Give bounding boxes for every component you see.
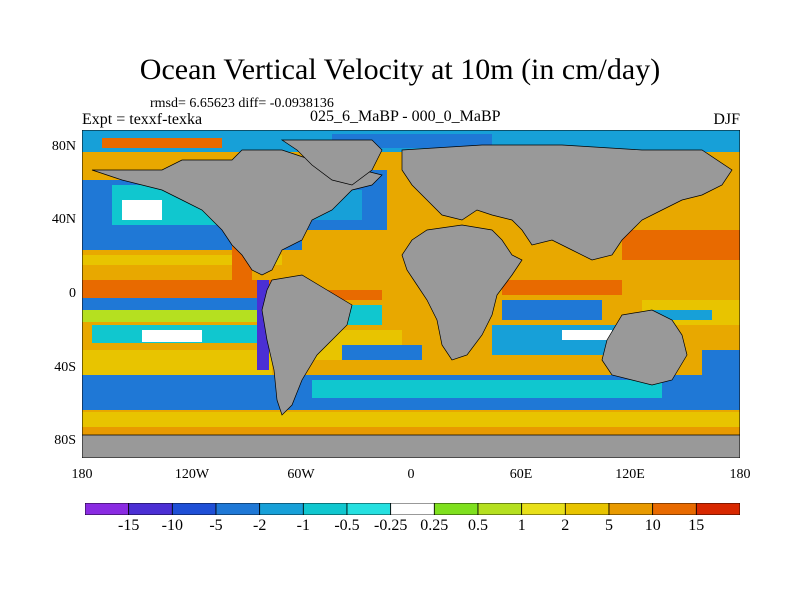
colorbar-label: -15 bbox=[118, 517, 140, 534]
colorbar-swatch bbox=[85, 503, 130, 515]
colorbar-swatch bbox=[608, 503, 654, 515]
colorbar-label: -0.25 bbox=[374, 517, 408, 534]
rmsd-label: rmsd= bbox=[150, 96, 186, 111]
y-tick-label: 80N bbox=[51, 139, 76, 154]
colorbar-swatch bbox=[652, 503, 697, 515]
colorbar-swatch bbox=[695, 503, 740, 515]
x-tick-label: 180 bbox=[729, 467, 751, 482]
x-tick-label: 60W bbox=[287, 467, 315, 482]
colorbar-swatch bbox=[128, 503, 173, 515]
colorbar-label: 0.25 bbox=[420, 517, 449, 534]
colorbar-swatch bbox=[215, 503, 261, 515]
colorbar-swatch bbox=[477, 503, 523, 515]
colorbar-swatch bbox=[346, 503, 392, 515]
x-tick-label: 120W bbox=[174, 467, 210, 482]
land-masses bbox=[82, 139, 740, 458]
colorbar-swatch bbox=[302, 503, 348, 515]
colorbar-label: 1 bbox=[517, 517, 526, 534]
colorbar-label: 5 bbox=[605, 517, 613, 534]
colorbar-swatch bbox=[564, 503, 610, 515]
map-plot bbox=[82, 130, 740, 458]
colorbar-label: -2 bbox=[253, 517, 267, 534]
plot-title: Ocean Vertical Velocity at 10m (in cm/da… bbox=[139, 53, 661, 86]
colorbar-swatch bbox=[521, 503, 566, 515]
y-tick-label: 40S bbox=[54, 360, 76, 375]
x-tick-label: 60E bbox=[509, 467, 533, 482]
stats-line: rmsd= 6.65623 diff= -0.0938136 bbox=[150, 96, 334, 112]
season-label: DJF bbox=[713, 111, 740, 128]
y-tick-label: 40N bbox=[51, 212, 76, 227]
y-tick-label: 80S bbox=[54, 433, 76, 448]
colorbar-label: -0.5 bbox=[334, 517, 360, 534]
colorbar-swatch bbox=[390, 503, 435, 515]
colorbar bbox=[85, 503, 740, 515]
colorbar-swatch bbox=[433, 503, 479, 515]
colorbar-label: 10 bbox=[644, 517, 661, 534]
colorbar-label: 2 bbox=[561, 517, 570, 534]
colorbar-swatch bbox=[259, 503, 304, 515]
colorbar-label: -5 bbox=[209, 517, 223, 534]
x-tick-label: 120E bbox=[615, 467, 645, 482]
y-tick-label: 0 bbox=[69, 286, 76, 301]
colorbar-label: -1 bbox=[296, 517, 310, 534]
x-tick-label: 180 bbox=[71, 467, 93, 482]
colorbar-label: -10 bbox=[161, 517, 183, 534]
colorbar-label: 0.5 bbox=[468, 517, 488, 534]
experiment-label: Expt = texxf-texka bbox=[82, 111, 203, 128]
x-tick-label: 0 bbox=[407, 467, 415, 482]
colorbar-swatch bbox=[171, 503, 217, 515]
diff-label: diff= bbox=[238, 96, 267, 111]
rmsd-value: 6.65623 bbox=[189, 96, 235, 111]
diff-value: -0.0938136 bbox=[269, 96, 334, 111]
experiment-diff-label: 025_6_MaBP - 000_0_MaBP bbox=[310, 108, 501, 125]
colorbar-label: 15 bbox=[688, 517, 705, 534]
